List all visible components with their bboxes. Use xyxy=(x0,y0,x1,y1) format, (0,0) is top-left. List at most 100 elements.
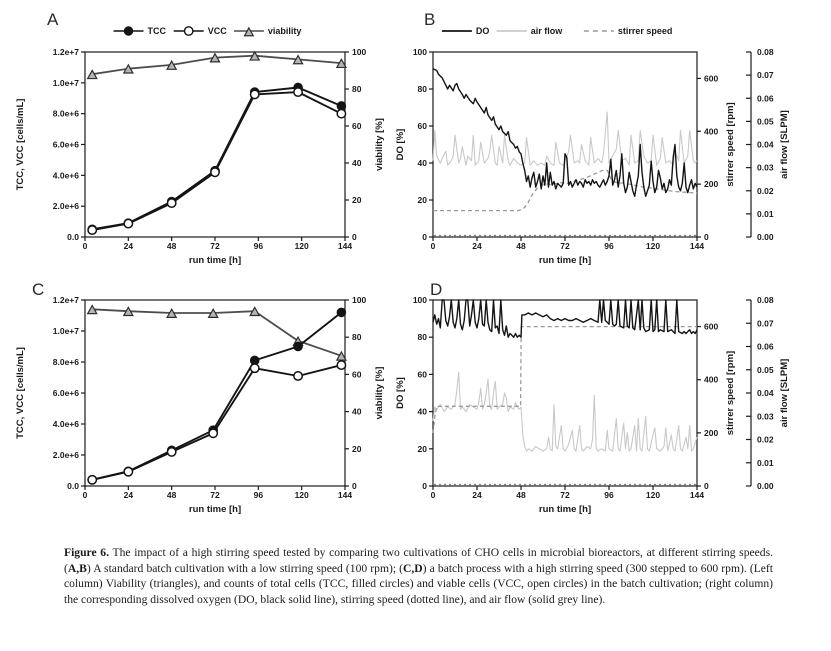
svg-text:0.06: 0.06 xyxy=(757,93,774,103)
panel-d-label: D xyxy=(430,280,443,299)
svg-text:120: 120 xyxy=(646,241,660,251)
legend-item-air-flow: air flow xyxy=(496,26,563,36)
svg-text:200: 200 xyxy=(704,179,718,189)
svg-text:100: 100 xyxy=(413,295,427,305)
panel-b-chart: 0 24 48 72 96 120 144 run time [h] 0 20 40 60 80 100 D… xyxy=(395,26,790,266)
svg-text:0: 0 xyxy=(431,241,436,251)
charts-row-top: 0 24 48 72 96 120 144 run time [h] 0.0 2.0e+6 4.0e… xyxy=(15,26,790,266)
svg-text:400: 400 xyxy=(704,375,718,385)
svg-text:0.05: 0.05 xyxy=(757,365,774,375)
svg-text:8.0e+6: 8.0e+6 xyxy=(53,357,80,367)
svg-text:96: 96 xyxy=(254,241,264,251)
svg-text:80: 80 xyxy=(418,332,428,342)
svg-text:72: 72 xyxy=(210,490,220,500)
svg-text:96: 96 xyxy=(604,241,614,251)
svg-text:48: 48 xyxy=(167,241,177,251)
svg-text:6.0e+6: 6.0e+6 xyxy=(53,140,80,150)
svg-text:72: 72 xyxy=(560,490,570,500)
svg-text:400: 400 xyxy=(704,126,718,136)
y-left-label: TCC, VCC [cells/mL] xyxy=(15,347,26,439)
legend-item-viability: viability xyxy=(233,26,302,37)
svg-text:0.08: 0.08 xyxy=(757,47,774,57)
y-left-label: TCC, VCC [cells/mL] xyxy=(15,99,26,191)
svg-text:48: 48 xyxy=(516,241,526,251)
svg-text:0: 0 xyxy=(704,481,709,491)
svg-text:0.08: 0.08 xyxy=(757,295,774,305)
svg-text:80: 80 xyxy=(352,332,362,342)
svg-text:0.03: 0.03 xyxy=(757,411,774,421)
panel-c-chart: 0 24 48 72 96 120 144 run time [h] 0.0 2.0e+6 4.0e… xyxy=(15,295,385,515)
svg-text:200: 200 xyxy=(704,428,718,438)
svg-text:0.07: 0.07 xyxy=(757,70,774,80)
svg-text:4.0e+6: 4.0e+6 xyxy=(53,419,80,429)
y-right-label: viability [%] xyxy=(374,118,385,171)
vcc-series xyxy=(87,87,347,236)
svg-text:20: 20 xyxy=(352,195,362,205)
svg-text:0: 0 xyxy=(352,481,357,491)
airflow-axis-label: air flow [SLPM] xyxy=(779,110,790,179)
svg-text:0.0: 0.0 xyxy=(67,232,79,242)
caption-run: ) A standard batch cultivation with a lo… xyxy=(86,561,404,575)
svg-text:0: 0 xyxy=(83,241,88,251)
svg-text:6.0e+6: 6.0e+6 xyxy=(53,388,80,398)
svg-text:stirrer speed: stirrer speed xyxy=(618,26,673,36)
svg-text:40: 40 xyxy=(418,407,428,417)
viability-series xyxy=(86,50,347,80)
stirrer-speed-series xyxy=(432,325,697,433)
svg-text:60: 60 xyxy=(352,121,362,131)
svg-text:4.0e+6: 4.0e+6 xyxy=(53,170,80,180)
plot-frame xyxy=(84,299,346,487)
svg-text:100: 100 xyxy=(352,47,366,57)
svg-text:24: 24 xyxy=(124,241,134,251)
caption-run: The impact of a high stirring speed test… xyxy=(64,546,773,575)
svg-text:40: 40 xyxy=(352,407,362,417)
svg-text:60: 60 xyxy=(418,369,428,379)
svg-text:60: 60 xyxy=(418,121,428,131)
svg-text:120: 120 xyxy=(646,490,660,500)
legend-item-do: DO xyxy=(441,26,490,36)
svg-text:72: 72 xyxy=(560,241,570,251)
svg-text:0: 0 xyxy=(422,232,427,242)
svg-text:0: 0 xyxy=(422,481,427,491)
plot-frame xyxy=(432,299,698,487)
svg-text:1.0e+7: 1.0e+7 xyxy=(53,326,80,336)
svg-text:0.01: 0.01 xyxy=(757,209,774,219)
svg-text:600: 600 xyxy=(704,322,718,332)
svg-text:1.0e+7: 1.0e+7 xyxy=(53,78,80,88)
svg-text:TCC: TCC xyxy=(148,26,167,36)
svg-text:VCC: VCC xyxy=(208,26,228,36)
svg-text:viability: viability xyxy=(268,26,302,36)
svg-text:0: 0 xyxy=(83,490,88,500)
stirrer-axis-label: stirrer speed [rpm] xyxy=(725,351,736,435)
do-series xyxy=(432,68,698,198)
legend-item-vcc: VCC xyxy=(173,26,228,36)
x-axis-label: run time [h] xyxy=(189,504,241,515)
svg-text:48: 48 xyxy=(516,490,526,500)
svg-text:0: 0 xyxy=(431,490,436,500)
tcc-series xyxy=(87,307,347,485)
caption-run: ) a batch process with a high stirring s… xyxy=(64,561,773,606)
panel-a-chart: 0 24 48 72 96 120 144 run time [h] 0.0 2.0e+6 4.0e… xyxy=(15,26,385,266)
caption-run: C,D xyxy=(403,561,423,575)
svg-text:20: 20 xyxy=(418,444,428,454)
caption-run: A,B xyxy=(67,561,87,575)
svg-text:40: 40 xyxy=(352,158,362,168)
svg-text:8.0e+6: 8.0e+6 xyxy=(53,109,80,119)
plot-frame xyxy=(84,51,346,238)
svg-text:0: 0 xyxy=(704,232,709,242)
svg-text:600: 600 xyxy=(704,73,718,83)
svg-text:80: 80 xyxy=(418,84,428,94)
y-right-label: viability [%] xyxy=(374,367,385,420)
svg-text:2.0e+6: 2.0e+6 xyxy=(53,450,80,460)
svg-text:100: 100 xyxy=(413,47,427,57)
svg-text:120: 120 xyxy=(295,490,309,500)
svg-text:0.0: 0.0 xyxy=(67,481,79,491)
do-axis-label: DO [%] xyxy=(395,129,406,161)
svg-text:1.2e+7: 1.2e+7 xyxy=(53,47,80,57)
svg-text:0: 0 xyxy=(352,232,357,242)
svg-text:0.04: 0.04 xyxy=(757,388,774,398)
panel-d-chart: 0 24 48 72 96 120 144 run time [h] 0 20 40 60 80 100 D… xyxy=(395,295,790,515)
x-axis-label: run time [h] xyxy=(539,504,591,515)
svg-text:DO: DO xyxy=(476,26,490,36)
